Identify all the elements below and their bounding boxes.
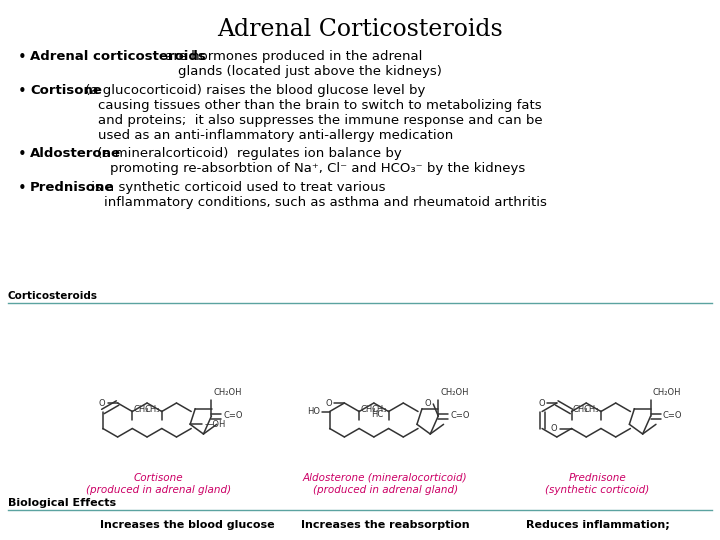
- Text: •: •: [18, 147, 27, 162]
- Text: Corticosteroids: Corticosteroids: [8, 291, 98, 301]
- Text: O: O: [99, 399, 106, 408]
- Text: Reduces inflammation;: Reduces inflammation;: [526, 520, 670, 530]
- Text: CH₃: CH₃: [583, 404, 599, 414]
- Text: (produced in adrenal gland): (produced in adrenal gland): [86, 485, 231, 495]
- Text: C=O: C=O: [450, 411, 469, 421]
- Text: CH₂OH: CH₂OH: [213, 388, 242, 397]
- Text: CH₃: CH₃: [133, 404, 149, 414]
- Text: Adrenal corticosteroids: Adrenal corticosteroids: [30, 50, 206, 63]
- Text: O: O: [425, 400, 431, 408]
- Text: Increases the reabsorption: Increases the reabsorption: [301, 520, 469, 530]
- Text: O: O: [325, 399, 333, 408]
- Text: •: •: [18, 84, 27, 99]
- Text: Prednisone: Prednisone: [30, 181, 114, 194]
- Text: C=O: C=O: [223, 411, 243, 421]
- Text: Biological Effects: Biological Effects: [8, 498, 116, 508]
- Text: CH₃: CH₃: [144, 404, 160, 414]
- Text: (a mineralcorticoid)  regulates ion balance by
    promoting re-absorbtion of Na: (a mineralcorticoid) regulates ion balan…: [93, 147, 525, 175]
- Text: HO: HO: [307, 407, 320, 416]
- Text: CH₂OH: CH₂OH: [440, 388, 469, 397]
- Text: Aldosterone (mineralocorticoid): Aldosterone (mineralocorticoid): [303, 473, 467, 483]
- Text: •: •: [18, 181, 27, 196]
- Text: are hormones produced in the adrenal
    glands (located just above the kidneys): are hormones produced in the adrenal gla…: [161, 50, 442, 78]
- Text: Adrenal Corticosteroids: Adrenal Corticosteroids: [217, 18, 503, 41]
- Text: (produced in adrenal gland): (produced in adrenal gland): [312, 485, 458, 495]
- Text: Cortisone: Cortisone: [30, 84, 102, 97]
- Text: (a glucocorticoid) raises the blood glucose level by
    causing tissues other t: (a glucocorticoid) raises the blood gluc…: [81, 84, 543, 142]
- Text: Prednisone: Prednisone: [569, 473, 626, 483]
- Text: C=O: C=O: [662, 411, 682, 421]
- Text: Aldosterone: Aldosterone: [30, 147, 121, 160]
- Text: CH₃: CH₃: [572, 404, 588, 414]
- Text: CH₃: CH₃: [371, 404, 387, 414]
- Text: HC: HC: [372, 410, 384, 420]
- Text: (synthetic corticoid): (synthetic corticoid): [546, 485, 649, 495]
- Text: Cortisone: Cortisone: [134, 473, 183, 483]
- Text: Increases the blood glucose: Increases the blood glucose: [100, 520, 274, 530]
- Text: CH₃: CH₃: [360, 404, 376, 414]
- Text: —OH: —OH: [204, 420, 225, 429]
- Text: is a synthetic corticoid used to treat various
    inflammatory conditions, such: is a synthetic corticoid used to treat v…: [87, 181, 547, 209]
- Text: CH₂OH: CH₂OH: [652, 388, 681, 397]
- Text: O: O: [538, 399, 545, 408]
- Text: •: •: [18, 50, 27, 65]
- Text: O: O: [551, 424, 557, 433]
